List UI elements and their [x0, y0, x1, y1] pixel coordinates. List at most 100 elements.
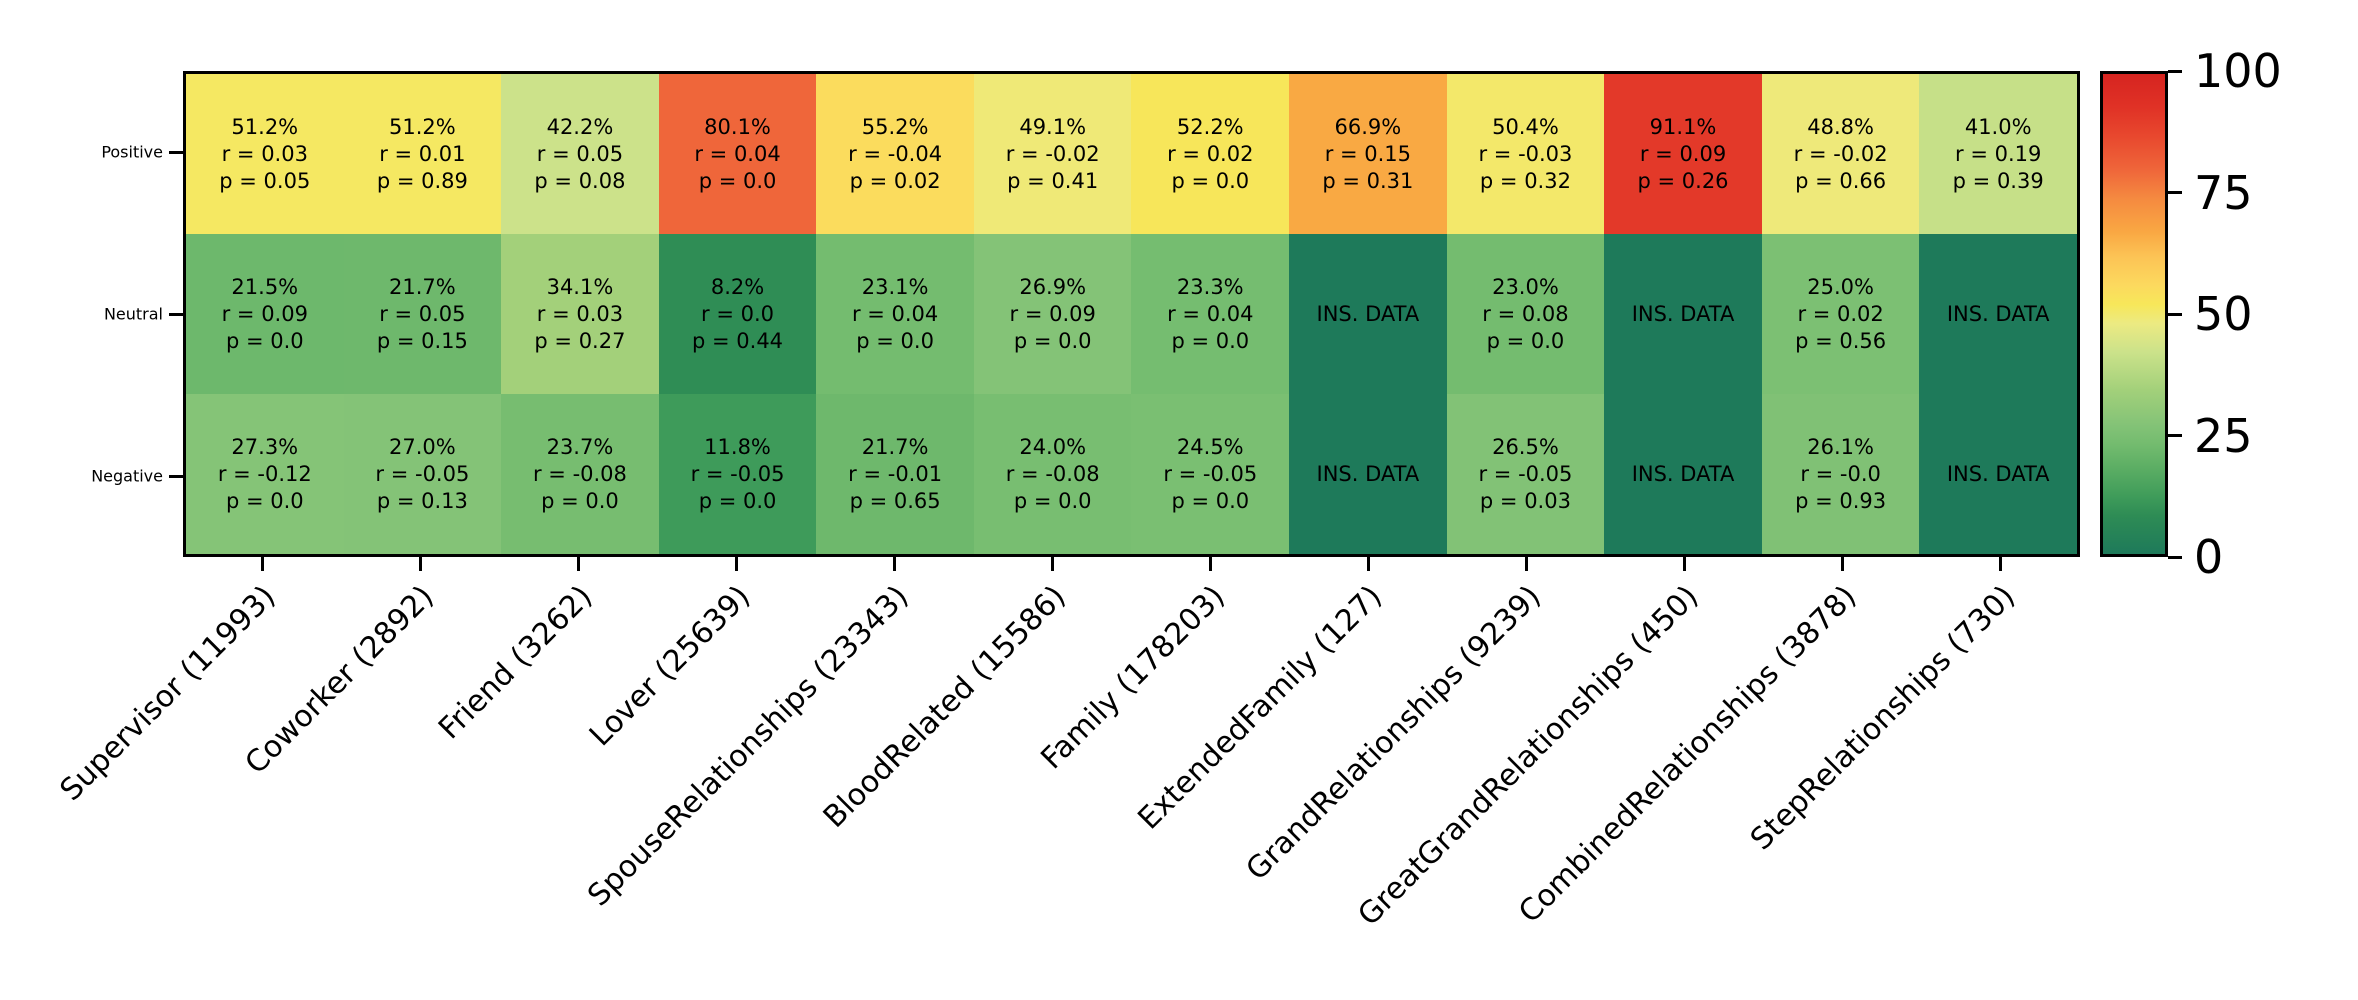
- heatmap-cell: 41.0% r = 0.19 p = 0.39: [1919, 74, 2077, 234]
- heatmap-cell: 91.1% r = 0.09 p = 0.26: [1604, 74, 1762, 234]
- heatmap-cell: INS. DATA: [1289, 234, 1447, 394]
- cell-text: r = 0.0: [701, 301, 775, 326]
- axis-tick: [169, 312, 183, 316]
- heatmap-cell: 66.9% r = 0.15 p = 0.31: [1289, 74, 1447, 234]
- heatmap-cell: 42.2% r = 0.05 p = 0.08: [501, 74, 659, 234]
- cell-text: r = -0.08: [1005, 461, 1100, 486]
- heatmap-grid: 51.2% r = 0.03 p = 0.05 51.2% r = 0.01 p = 0.…: [183, 71, 2080, 557]
- cell-text: p = 0.44: [692, 328, 784, 353]
- cell-text: p = 0.0: [698, 488, 777, 513]
- cell-text: r = -0.05: [375, 461, 470, 486]
- heatmap-cell: 26.9% r = 0.09 p = 0.0: [973, 234, 1132, 394]
- cell-text: 26.9%: [1019, 274, 1087, 299]
- cell-text: p = 0.08: [534, 168, 626, 193]
- axis-tick: [892, 557, 896, 571]
- cell-text: 66.9%: [1334, 114, 1402, 139]
- axis-tick: [1841, 557, 1845, 571]
- cell-text: r = 0.09: [1009, 301, 1096, 326]
- cell-text: r = -0.02: [1005, 141, 1100, 166]
- cell-text: p = 0.31: [1322, 168, 1414, 193]
- cell-text: p = 0.0: [1171, 168, 1250, 193]
- cell-text: r = -0.05: [1163, 461, 1258, 486]
- cell-text: 34.1%: [546, 274, 614, 299]
- cell-text: r = 0.02: [1797, 301, 1884, 326]
- x-axis-label: Friend (3262): [431, 579, 599, 747]
- cell-text: p = 0.0: [225, 488, 304, 513]
- cell-text: 24.5%: [1176, 434, 1244, 459]
- heatmap-cell: 23.1% r = 0.04 p = 0.0: [816, 234, 974, 394]
- heatmap-cell: 51.2% r = 0.03 p = 0.05: [186, 74, 344, 234]
- heatmap-cell: INS. DATA: [1919, 234, 2077, 394]
- colorbar-tick-label: 50: [2194, 287, 2253, 341]
- axis-tick: [576, 557, 580, 571]
- cell-text: 26.1%: [1807, 434, 1874, 459]
- cell-text: p = 0.26: [1637, 168, 1729, 193]
- x-axis-label: Lover (25639): [582, 579, 758, 754]
- cell-text: r = -0.01: [848, 461, 943, 486]
- cell-text: r = 0.05: [379, 301, 466, 326]
- cell-text: p = 0.0: [698, 168, 777, 193]
- cell-text: r = 0.02: [1167, 141, 1254, 166]
- cell-text: r = -0.02: [1793, 141, 1888, 166]
- heatmap-cell: 27.3% r = -0.12 p = 0.0: [186, 394, 344, 554]
- cell-text: r = -0.03: [1478, 141, 1573, 166]
- axis-tick: [2168, 555, 2182, 559]
- axis-tick: [2168, 312, 2182, 316]
- cell-text: r = -0.08: [532, 461, 627, 486]
- cell-text: 51.2%: [231, 114, 299, 139]
- cell-text: p = 0.0: [541, 488, 619, 513]
- cell-text: p = 0.93: [1795, 488, 1887, 513]
- heatmap-cell: 52.2% r = 0.02 p = 0.0: [1131, 74, 1290, 234]
- cell-text: r = 0.09: [221, 301, 308, 326]
- cell-text: p = 0.0: [1171, 488, 1250, 513]
- axis-tick: [1367, 557, 1371, 571]
- cell-text: p = 0.05: [219, 168, 311, 193]
- cell-text: p = 0.65: [849, 488, 941, 513]
- heatmap-cell: INS. DATA: [1919, 394, 2077, 554]
- cell-text: r = -0.05: [690, 461, 785, 486]
- cell-text: 11.8%: [704, 434, 771, 459]
- cell-text: r = 0.08: [1482, 301, 1569, 326]
- cell-text: 21.7%: [861, 434, 929, 459]
- cell-text: 51.2%: [389, 114, 456, 139]
- heatmap-cell: 25.0% r = 0.02 p = 0.56: [1761, 234, 1920, 394]
- row-label: Positive: [101, 142, 163, 162]
- heatmap-cell: INS. DATA: [1289, 394, 1447, 554]
- axis-tick: [169, 474, 183, 478]
- cell-text: r = 0.04: [851, 301, 939, 326]
- cell-text: p = 0.02: [849, 168, 941, 193]
- heatmap-cell: INS. DATA: [1604, 394, 1762, 554]
- cell-text: r = 0.09: [1639, 141, 1727, 166]
- heatmap-cell: 26.1% r = -0.0 p = 0.93: [1761, 394, 1920, 554]
- cell-text: r = 0.01: [379, 141, 466, 166]
- cell-text: p = 0.0: [1171, 328, 1250, 353]
- heatmap-cell: 48.8% r = -0.02 p = 0.66: [1761, 74, 1920, 234]
- colorbar: [2100, 71, 2168, 557]
- cell-text: 8.2%: [710, 274, 765, 299]
- cell-text: r = -0.05: [1478, 461, 1573, 486]
- heatmap-cell: 8.2% r = 0.0 p = 0.44: [658, 234, 817, 394]
- cell-text: r = 0.19: [1955, 141, 2042, 166]
- cell-text: p = 0.27: [534, 328, 626, 353]
- x-axis-label: SpouseRelationships (23343): [580, 579, 916, 914]
- cell-text: p = 0.39: [1952, 168, 2044, 193]
- axis-tick: [169, 150, 183, 154]
- cell-text: p = 0.0: [856, 328, 934, 353]
- heatmap-cell: 27.0% r = -0.05 p = 0.13: [343, 394, 502, 554]
- cell-text: p = 0.0: [1013, 328, 1092, 353]
- cell-text: p = 0.0: [1486, 328, 1565, 353]
- cell-text: 27.3%: [231, 434, 299, 459]
- cell-text: p = 0.0: [1013, 488, 1092, 513]
- heatmap-cell: 26.5% r = -0.05 p = 0.03: [1446, 394, 1605, 554]
- cell-text: p = 0.41: [1007, 168, 1099, 193]
- cell-text: r = 0.03: [221, 141, 308, 166]
- axis-tick: [734, 557, 738, 571]
- cell-text: r = -0.04: [848, 141, 943, 166]
- heatmap-cell: 80.1% r = 0.04 p = 0.0: [658, 74, 817, 234]
- cell-text: INS. DATA: [1631, 461, 1735, 486]
- axis-tick: [1050, 557, 1054, 571]
- colorbar-tick-label: 0: [2194, 530, 2224, 584]
- colorbar-tick-label: 75: [2194, 165, 2253, 220]
- heatmap-cell: 11.8% r = -0.05 p = 0.0: [658, 394, 817, 554]
- row-label: Neutral: [103, 304, 163, 324]
